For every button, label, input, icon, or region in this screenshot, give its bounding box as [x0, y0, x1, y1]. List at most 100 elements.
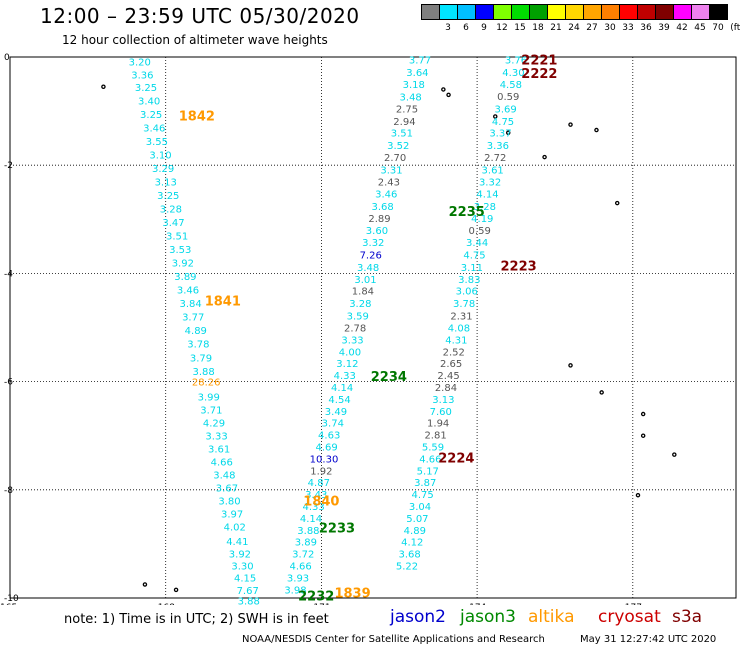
- wave-height-label: 7.60: [430, 407, 452, 418]
- wave-height-label: 3.31: [380, 166, 402, 177]
- scale-label: 3: [445, 23, 451, 33]
- island-marker: [614, 200, 620, 206]
- wave-height-label: 2.65: [440, 359, 462, 370]
- wave-height-label: 0.59: [497, 92, 519, 103]
- wave-height-label: 3.88: [297, 526, 319, 537]
- wave-height-label: 7.67: [237, 586, 259, 597]
- map-title: 12:00 – 23:59 UTC 05/30/2020: [40, 4, 360, 28]
- wave-height-label: 3.78: [453, 299, 475, 310]
- wave-height-label: 3.77: [409, 56, 431, 67]
- wave-height-label: 4.29: [203, 419, 225, 430]
- map-frame: [9, 56, 737, 599]
- island-marker: [101, 84, 106, 90]
- wave-height-label: 4.30: [502, 68, 524, 79]
- wave-height-label: 1.92: [310, 466, 332, 477]
- wave-height-label: 2.45: [437, 371, 459, 382]
- timestamp-text: May 31 12:27:42 UTC 2020: [580, 634, 717, 645]
- lat-tick-label: 0: [4, 53, 10, 63]
- wave-height-label: 2.52: [443, 347, 465, 358]
- lat-tick-label: -4: [4, 269, 13, 279]
- wave-height-label: 3.71: [200, 406, 222, 417]
- map-subtitle: 12 hour collection of altimeter wave hei…: [62, 33, 328, 47]
- island-marker: [446, 92, 451, 98]
- wave-height-label: 4.66: [290, 562, 312, 573]
- island-marker: [568, 363, 573, 368]
- wave-height-label: 3.46: [143, 123, 165, 134]
- island-marker: [173, 587, 179, 593]
- wave-height-label: 3.68: [372, 202, 394, 213]
- lon-tick-label: 171: [313, 603, 330, 605]
- wave-height-label: 4.54: [328, 395, 350, 406]
- wave-height-label: 3.52: [387, 141, 409, 152]
- wave-height-label: 4.63: [318, 431, 340, 442]
- wave-height-label: 3.55: [146, 137, 168, 148]
- wave-height-label: 4.02: [224, 523, 246, 534]
- wave-height-label: 3.68: [398, 550, 420, 561]
- wave-height-label: 3.98: [284, 585, 306, 596]
- wave-height-label: 4.14: [331, 383, 353, 394]
- wave-height-label: 4.75: [492, 117, 514, 128]
- scale-label: 6: [463, 23, 469, 33]
- lon-tick-label: 165: [0, 603, 17, 605]
- wave-height-label: 3.49: [325, 407, 347, 418]
- wave-height-label: 3.48: [400, 92, 422, 103]
- wave-height-label: 3.36: [131, 70, 153, 81]
- wave-height-label: 3.46: [177, 286, 199, 297]
- wave-height-label: 3.28: [474, 202, 496, 213]
- wave-height-label: 2.31: [450, 312, 472, 323]
- wave-height-label: 3.76: [505, 56, 527, 67]
- wave-height-label: 3.67: [216, 484, 238, 495]
- wave-height-label: 4.75: [463, 250, 485, 261]
- wave-height-label: 2.75: [396, 104, 418, 115]
- wave-height-label: 4.69: [315, 443, 337, 454]
- wave-height-label: 4.15: [234, 573, 256, 584]
- wave-height-label: 3.92: [172, 259, 194, 270]
- pass-number-label: 2222: [521, 67, 557, 82]
- wave-height-label: 4.00: [339, 347, 361, 358]
- wave-height-label: 3.04: [409, 502, 431, 513]
- pass-number-label: 2234: [371, 370, 407, 385]
- wave-height-label: 3.20: [129, 57, 151, 68]
- scale-swatch: [709, 4, 728, 20]
- wave-height-label: 10.30: [310, 454, 339, 465]
- wave-height-label: 2.78: [344, 324, 366, 335]
- wave-height-label: 3.30: [231, 562, 253, 573]
- scale-label: 70: [712, 23, 724, 33]
- wave-height-label: 3.32: [362, 238, 384, 249]
- wave-height-label: 3.51: [166, 232, 188, 243]
- wave-height-label: 3.87: [414, 478, 436, 489]
- wave-height-label: 3.44: [466, 238, 488, 249]
- wave-height-label: 5.22: [396, 562, 418, 573]
- wave-height-label: 2.70: [384, 153, 406, 164]
- wave-height-label: 3.59: [347, 312, 369, 323]
- wave-height-label: 2.89: [368, 214, 390, 225]
- wave-height-label: 2.84: [435, 383, 457, 394]
- pass-number-label: 2232: [298, 589, 334, 604]
- wave-height-label: 2.43: [378, 177, 400, 188]
- wave-height-label: 3.46: [375, 189, 397, 200]
- wave-height-label: 4.89: [185, 326, 207, 337]
- wave-height-label: 3.13: [432, 395, 454, 406]
- wave-height-label: 1.94: [427, 419, 449, 430]
- wave-height-label: 4.41: [226, 537, 248, 548]
- wave-height-label: 3.40: [138, 96, 160, 107]
- wave-height-label: 3.43: [305, 490, 327, 501]
- lon-tick-label: 168: [158, 603, 175, 605]
- island-marker: [640, 433, 646, 438]
- lat-tick-label: -10: [4, 594, 19, 604]
- wave-height-label: 3.89: [295, 538, 317, 549]
- island-marker: [568, 122, 573, 127]
- wave-height-label: 3.84: [179, 299, 201, 310]
- wave-height-label: 3.18: [403, 80, 425, 91]
- wave-height-label: 3.99: [198, 393, 220, 404]
- wave-height-label: 3.93: [287, 573, 309, 584]
- wave-height-label: 4.58: [500, 80, 522, 91]
- wave-height-label: 5.17: [417, 466, 439, 477]
- wave-height-label: 3.36: [487, 141, 509, 152]
- wave-height-label: 3.77: [182, 313, 204, 324]
- pass-number-label: 2221: [521, 54, 557, 69]
- mission-jason2: jason2: [390, 607, 446, 627]
- wave-height-label: 3.80: [218, 497, 240, 508]
- pass-number-label: 1842: [179, 109, 215, 124]
- scale-unit-label: (ft): [730, 23, 740, 33]
